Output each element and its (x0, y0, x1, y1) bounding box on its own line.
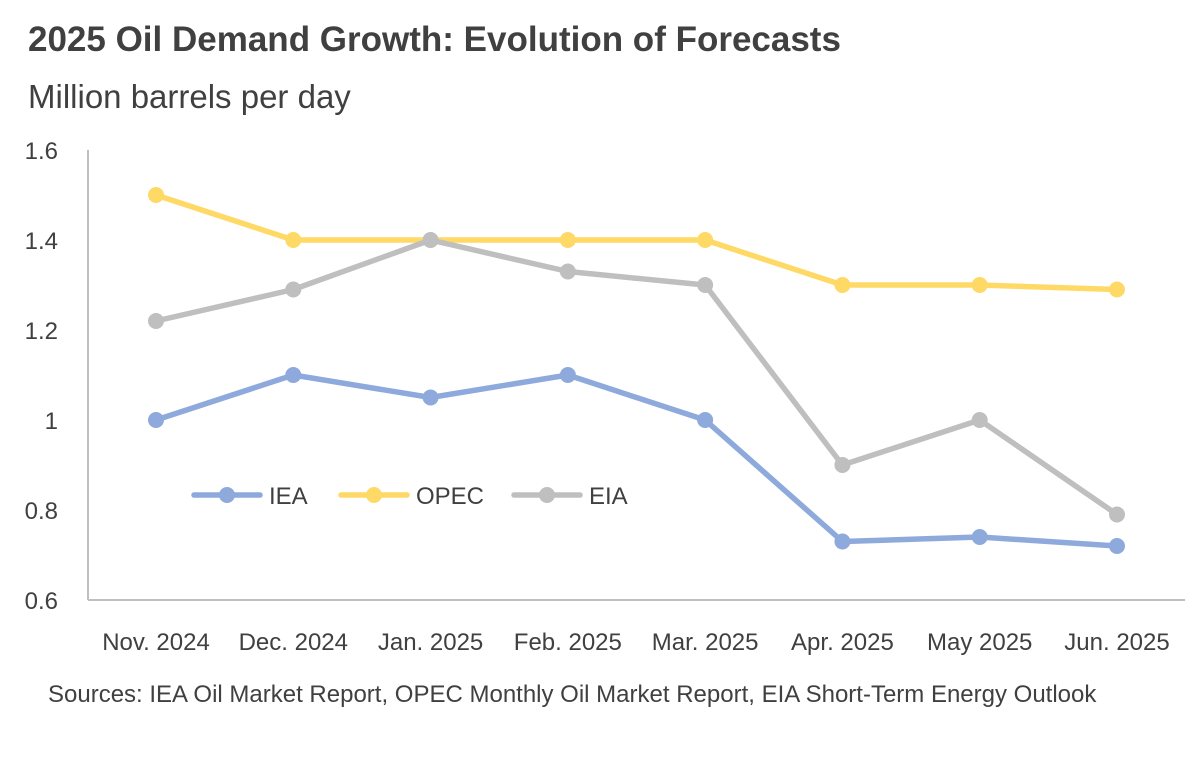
legend-label: IEA (269, 483, 308, 510)
iea-point (559, 367, 576, 383)
iea-point (834, 533, 851, 550)
iea-point (971, 529, 988, 545)
eia-point (559, 263, 576, 280)
x-tick-label: Dec. 2024 (239, 629, 348, 656)
line-chart: 1.6 1.4 1.2 1 0.8 0.6 Nov. 2024 Dec. 2024 Jan. … (25, 138, 1185, 656)
x-tick-label: Jan. 2025 (378, 629, 483, 656)
eia-point (422, 232, 439, 248)
y-tick-label: 1.2 (25, 318, 58, 345)
opec-line (153, 192, 1120, 293)
y-tick-label: 1 (45, 408, 58, 435)
x-tick-label: Jun. 2025 (1064, 629, 1169, 656)
chart-subtitle: Million barrels per day (28, 78, 351, 115)
iea-point (285, 367, 302, 383)
legend-swatch-marker (539, 487, 555, 503)
eia-point (285, 281, 302, 298)
opec-point (148, 187, 164, 203)
iea-point (697, 412, 714, 428)
legend-label: EIA (589, 483, 628, 510)
legend-swatch-marker (219, 487, 235, 503)
legend-label: OPEC (416, 483, 484, 510)
opec-point (285, 232, 302, 248)
eia-point (971, 412, 988, 428)
source-note: Sources: IEA Oil Market Report, OPEC Mon… (48, 681, 1097, 708)
x-tick-label: Feb. 2025 (514, 629, 622, 656)
chart-title: 2025 Oil Demand Growth: Evolution of For… (28, 20, 841, 59)
y-tick-label: 1.6 (25, 138, 58, 165)
opec-point (697, 232, 714, 248)
legend-item-opec: OPEC (338, 483, 484, 510)
eia-point (834, 457, 851, 473)
opec-point (559, 232, 576, 248)
eia-series (148, 232, 1125, 523)
y-axis-group: 1.6 1.4 1.2 1 0.8 0.6 (25, 138, 89, 615)
x-tick-label: Mar. 2025 (652, 629, 759, 656)
x-tick-label: May 2025 (927, 629, 1032, 656)
iea-series (148, 367, 1125, 554)
y-tick-label: 0.8 (25, 498, 58, 525)
legend: IEA OPEC EIA (191, 483, 628, 510)
eia-point (148, 313, 164, 329)
x-tick-label: Apr. 2025 (791, 629, 894, 656)
opec-point (834, 277, 851, 293)
iea-line (153, 372, 1120, 549)
y-tick-label: 1.4 (25, 228, 58, 255)
iea-point (422, 389, 439, 406)
legend-swatch-marker (366, 487, 382, 503)
series-group (148, 187, 1125, 554)
opec-point (1109, 281, 1125, 298)
eia-point (697, 277, 714, 293)
opec-series (148, 187, 1125, 298)
eia-line (153, 237, 1120, 518)
opec-point (971, 277, 988, 293)
eia-point (1109, 506, 1125, 523)
legend-item-eia: EIA (511, 483, 628, 510)
iea-point (1109, 538, 1125, 554)
iea-point (148, 412, 164, 428)
x-tick-label: Nov. 2024 (102, 629, 210, 656)
y-tick-label: 0.6 (25, 588, 58, 615)
x-axis-group: Nov. 2024 Dec. 2024 Jan. 2025 Feb. 2025 Mar.… (88, 599, 1185, 656)
legend-item-iea: IEA (191, 483, 308, 510)
